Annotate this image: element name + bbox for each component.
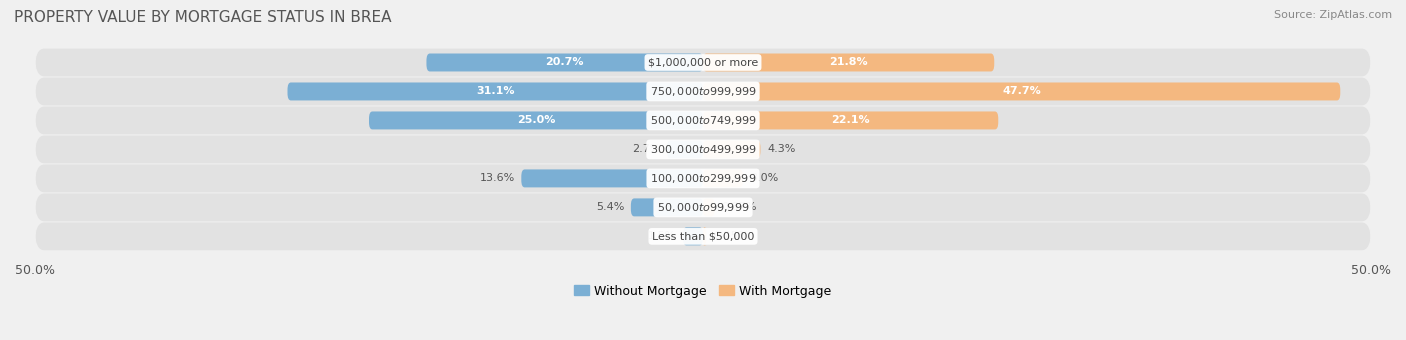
Text: 25.0%: 25.0% [517,116,555,125]
FancyBboxPatch shape [703,227,706,245]
Text: 21.8%: 21.8% [830,57,868,67]
FancyBboxPatch shape [683,227,703,245]
Text: 1.5%: 1.5% [648,231,676,241]
FancyBboxPatch shape [35,193,1371,221]
FancyBboxPatch shape [703,112,998,130]
FancyBboxPatch shape [35,136,1371,163]
Text: 3.0%: 3.0% [749,173,778,183]
Text: $50,000 to $99,999: $50,000 to $99,999 [657,201,749,214]
FancyBboxPatch shape [35,222,1371,250]
FancyBboxPatch shape [35,78,1371,105]
Text: $100,000 to $299,999: $100,000 to $299,999 [650,172,756,185]
FancyBboxPatch shape [426,53,703,71]
Text: 47.7%: 47.7% [1002,86,1040,97]
FancyBboxPatch shape [35,106,1371,134]
FancyBboxPatch shape [703,169,744,187]
Text: 2.7%: 2.7% [631,144,661,154]
Text: 0.87%: 0.87% [721,202,756,212]
Text: 0.25%: 0.25% [713,231,748,241]
Text: Less than $50,000: Less than $50,000 [652,231,754,241]
Text: 20.7%: 20.7% [546,57,583,67]
Text: $500,000 to $749,999: $500,000 to $749,999 [650,114,756,127]
Text: Source: ZipAtlas.com: Source: ZipAtlas.com [1274,10,1392,20]
Text: 5.4%: 5.4% [596,202,624,212]
FancyBboxPatch shape [35,49,1371,76]
FancyBboxPatch shape [368,112,703,130]
Text: $750,000 to $999,999: $750,000 to $999,999 [650,85,756,98]
Text: $1,000,000 or more: $1,000,000 or more [648,57,758,67]
FancyBboxPatch shape [703,83,1340,100]
Legend: Without Mortgage, With Mortgage: Without Mortgage, With Mortgage [574,285,832,298]
Text: 4.3%: 4.3% [768,144,796,154]
Text: PROPERTY VALUE BY MORTGAGE STATUS IN BREA: PROPERTY VALUE BY MORTGAGE STATUS IN BRE… [14,10,391,25]
FancyBboxPatch shape [703,53,994,71]
Text: 31.1%: 31.1% [477,86,515,97]
Text: $300,000 to $499,999: $300,000 to $499,999 [650,143,756,156]
Text: 13.6%: 13.6% [479,173,515,183]
FancyBboxPatch shape [666,140,703,158]
Text: 22.1%: 22.1% [831,116,870,125]
FancyBboxPatch shape [703,140,761,158]
FancyBboxPatch shape [703,199,714,216]
FancyBboxPatch shape [35,165,1371,192]
FancyBboxPatch shape [631,199,703,216]
FancyBboxPatch shape [287,83,703,100]
FancyBboxPatch shape [522,169,703,187]
